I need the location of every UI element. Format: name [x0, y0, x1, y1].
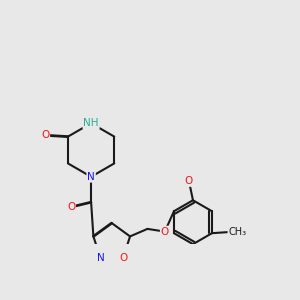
Text: CH₃: CH₃	[228, 227, 247, 237]
Text: O: O	[185, 176, 193, 186]
Text: O: O	[41, 130, 49, 140]
Text: NH: NH	[83, 118, 99, 128]
Text: O: O	[161, 226, 169, 237]
Text: O: O	[119, 253, 127, 263]
Text: N: N	[97, 253, 104, 263]
Text: O: O	[67, 202, 75, 212]
Text: N: N	[87, 172, 95, 182]
